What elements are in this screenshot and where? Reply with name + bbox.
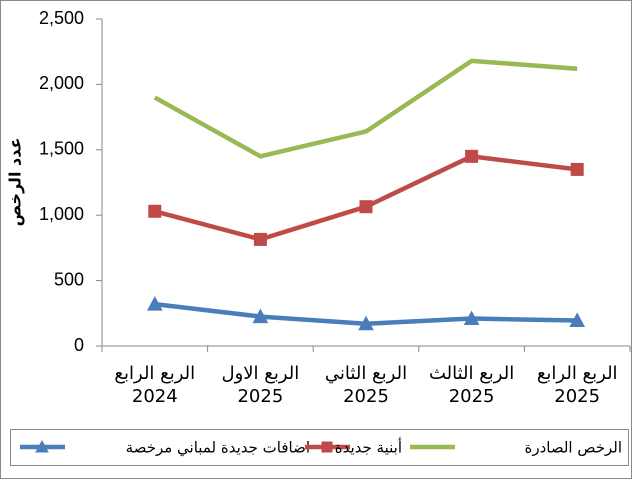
- y-tick-label: 2,500: [39, 8, 84, 28]
- marker: [465, 149, 479, 163]
- marker: [148, 204, 162, 218]
- marker: [35, 439, 49, 453]
- legend-label: الرخص الصادرة: [524, 439, 622, 457]
- x-tick-label: الربع الثالث 2025: [428, 363, 515, 407]
- marker: [359, 200, 373, 214]
- marker: [253, 232, 267, 246]
- legend-label: أبنية جديدة: [335, 438, 402, 457]
- y-tick-label: 2,000: [39, 73, 84, 93]
- y-tick-label: 500: [54, 269, 84, 289]
- x-tick-label: الربع الثاني 2025: [324, 363, 408, 407]
- x-tick-label: الربع الرابع 2024: [114, 363, 196, 407]
- legend-box: [10, 429, 629, 466]
- y-tick-label: 0: [74, 335, 84, 355]
- marker: [321, 441, 333, 453]
- marker: [570, 162, 584, 176]
- marker: [252, 308, 269, 324]
- x-tick-label: الربع الاول 2025: [221, 363, 300, 407]
- marker: [146, 296, 163, 311]
- y-axis-title: عدد الرخص: [6, 138, 25, 227]
- series-line: [153, 58, 578, 159]
- marker: [463, 310, 480, 326]
- marker: [358, 315, 374, 331]
- marker: [569, 312, 586, 327]
- x-tick-label: الربع الرابع 2025: [536, 363, 618, 407]
- y-tick-label: 1,500: [39, 139, 84, 159]
- legend-label: اضافات جديدة لمباني مرخصة: [126, 439, 310, 458]
- y-tick-label: 1,000: [39, 204, 84, 224]
